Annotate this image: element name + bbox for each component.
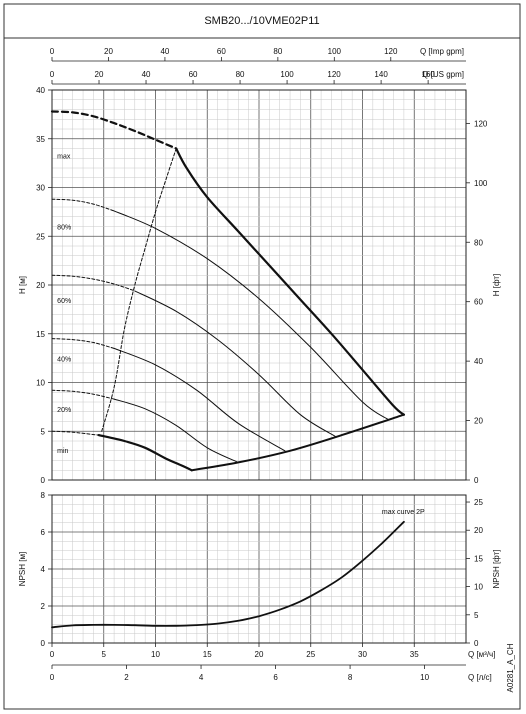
head-curve-system: [190, 413, 405, 472]
head-curve-limit-dashed: [101, 148, 177, 432]
head-curve-80pct: [113, 210, 389, 421]
npsh-curve-label: max curve 2P: [382, 509, 425, 516]
ls-tick-label: 0: [50, 673, 55, 682]
npsh-y-tick-label: 0: [41, 639, 46, 648]
imp-gpm-tick-label: 100: [328, 47, 342, 56]
ls-tick-label: 10: [420, 673, 429, 682]
us-gpm-axis-label: Q [US gpm]: [422, 70, 464, 79]
imp-gpm-tick-label: 0: [50, 47, 55, 56]
head-curve-40pct: [113, 347, 286, 452]
y-right-tick-label: 0: [474, 476, 479, 485]
head-curve-20pct: [113, 398, 239, 463]
curve-label-min: min: [57, 448, 68, 455]
npsh-y-tick-label: 6: [41, 528, 46, 537]
head-curve-min: [97, 434, 193, 472]
ls-tick-label: 2: [124, 673, 129, 682]
npsh-y-right-tick-label: 10: [474, 583, 483, 592]
us-gpm-tick-label: 20: [95, 70, 104, 79]
x-tick-label: 25: [306, 650, 315, 659]
head-curve-max: [50, 110, 178, 150]
x-tick-label: 15: [203, 650, 212, 659]
npsh-curve: [51, 520, 405, 629]
imp-gpm-axis-label: Q [Imp gpm]: [420, 47, 464, 56]
y-tick-label: 25: [36, 232, 45, 241]
x-tick-label: 30: [358, 650, 367, 659]
imp-gpm-tick-label: 20: [104, 47, 113, 56]
y-right-axis-label: H [фт]: [492, 274, 501, 297]
x-tick-label: 5: [102, 650, 107, 659]
curve-label-80pct: 80%: [57, 225, 71, 232]
head-curve-max: [175, 147, 405, 416]
y-tick-label: 0: [41, 476, 46, 485]
chart-title: SMB20.../10VME02P11: [204, 15, 319, 27]
npsh-y-right-tick-label: 15: [474, 554, 483, 563]
y-tick-label: 40: [36, 86, 45, 95]
npsh-y-right-tick-label: 25: [474, 498, 483, 507]
head-curve-60pct: [51, 274, 136, 292]
curve-label-max: max: [57, 153, 71, 160]
us-gpm-tick-label: 40: [142, 70, 151, 79]
npsh-y-right-tick-label: 20: [474, 526, 483, 535]
npsh-y-right-tick-label: 0: [474, 639, 479, 648]
imp-gpm-tick-label: 60: [217, 47, 226, 56]
y-axis-label: H [м]: [18, 276, 27, 294]
us-gpm-tick-label: 0: [50, 70, 55, 79]
x-axis-label: Q [м³/ч]: [468, 650, 495, 659]
y-right-tick-label: 120: [474, 119, 488, 128]
npsh-y-axis-label: NPSH [м]: [18, 552, 27, 586]
x-tick-label: 10: [151, 650, 160, 659]
x-tick-label: 20: [255, 650, 264, 659]
us-gpm-tick-label: 60: [189, 70, 198, 79]
ls-tick-label: 8: [348, 673, 353, 682]
y-right-tick-label: 20: [474, 417, 483, 426]
x-tick-label: 35: [410, 650, 419, 659]
y-tick-label: 5: [41, 427, 46, 436]
drawing-code: A0281_A_CH: [506, 643, 515, 692]
curve-label-60pct: 60%: [57, 298, 71, 305]
y-tick-label: 30: [36, 184, 45, 193]
curve-label-20pct: 20%: [57, 407, 71, 414]
outer-frame: [3, 3, 521, 710]
npsh-y-right-tick-label: 5: [474, 611, 479, 620]
us-gpm-tick-label: 160: [421, 70, 435, 79]
y-tick-label: 20: [36, 281, 45, 290]
y-right-tick-label: 40: [474, 357, 483, 366]
head-curve-40pct: [51, 338, 115, 349]
head-curve-min: [51, 430, 100, 436]
y-right-tick-label: 80: [474, 238, 483, 247]
ls-tick-label: 6: [273, 673, 278, 682]
us-gpm-tick-label: 140: [374, 70, 388, 79]
npsh-y-tick-label: 4: [41, 565, 46, 574]
npsh-y-tick-label: 8: [41, 491, 46, 500]
us-gpm-tick-label: 120: [327, 70, 341, 79]
y-right-tick-label: 60: [474, 298, 483, 307]
y-tick-label: 10: [36, 379, 45, 388]
imp-gpm-tick-label: 40: [160, 47, 169, 56]
head-curve-80pct: [51, 198, 115, 212]
y-tick-label: 15: [36, 330, 45, 339]
us-gpm-tick-label: 80: [236, 70, 245, 79]
imp-gpm-tick-label: 80: [273, 47, 282, 56]
x-tick-label: 0: [50, 650, 55, 659]
curve-label-40pct: 40%: [57, 356, 71, 363]
npsh-y-right-axis-label: NPSH [фт]: [492, 550, 501, 589]
head-panel: 0 5 10 15 20 25 30 35 40 0 20 40 60 80 100 120 H [м] H [ф…: [18, 47, 501, 485]
npsh-y-tick-label: 2: [41, 602, 46, 611]
head-curve-20pct: [51, 389, 115, 400]
us-gpm-tick-label: 100: [280, 70, 294, 79]
y-right-tick-label: 100: [474, 179, 488, 188]
ls-tick-label: 4: [199, 673, 204, 682]
imp-gpm-tick-label: 120: [384, 47, 398, 56]
y-tick-label: 35: [36, 135, 45, 144]
head-curve-60pct: [134, 290, 338, 438]
ls-axis-label: Q [л/с]: [468, 673, 492, 682]
